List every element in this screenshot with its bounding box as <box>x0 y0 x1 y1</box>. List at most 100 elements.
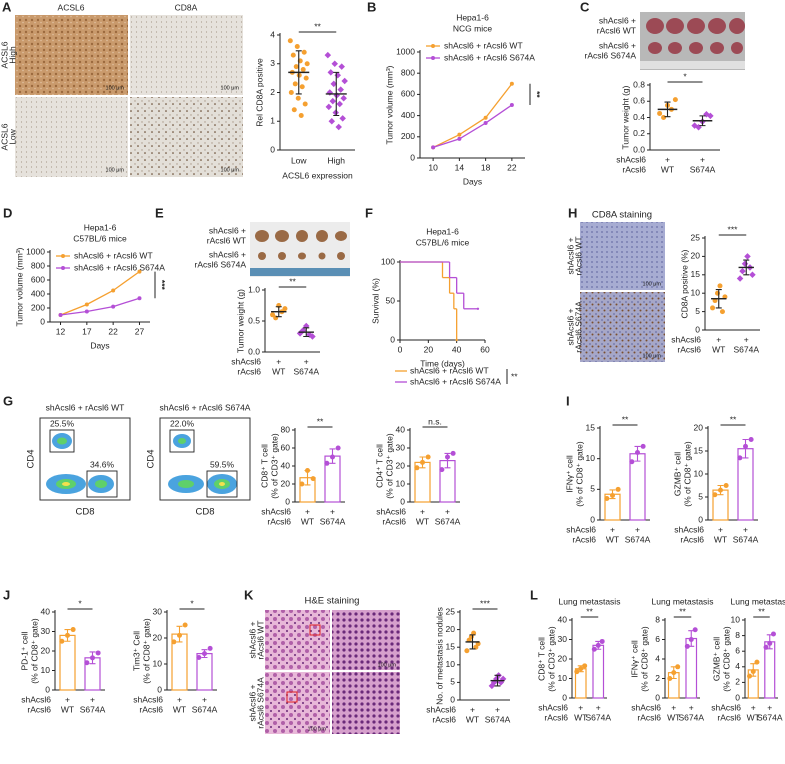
scale-label: 100 μm <box>221 167 240 173</box>
point <box>341 77 348 85</box>
x-tick-label: 40 <box>452 344 462 354</box>
x-tick-label: WT <box>712 344 725 354</box>
significance-label: * <box>683 71 687 81</box>
y-tick-label: 600 <box>31 274 45 284</box>
gate <box>169 429 195 453</box>
y-tick-label: 600 <box>401 89 415 99</box>
point <box>327 69 335 76</box>
point <box>719 309 725 315</box>
group-sign: + <box>470 704 475 714</box>
row-label: shAcsl6 + <box>247 684 257 721</box>
point <box>712 492 718 498</box>
group-sign: + <box>596 702 601 712</box>
stain-tile <box>580 222 665 290</box>
row-label: rAcsl6 WT <box>255 620 265 659</box>
point <box>182 622 188 628</box>
group-sign: + <box>743 524 748 534</box>
y-tick-label: 100 <box>381 256 395 266</box>
y-axis-label: No. of metastasis nodules <box>434 607 444 705</box>
row-label: shAcsl6 + <box>209 225 246 235</box>
error-bar <box>469 634 476 650</box>
group-label: rAcsl6 <box>237 366 261 376</box>
point <box>582 663 588 669</box>
y-tick-label: 10 <box>558 673 568 683</box>
point <box>294 44 300 49</box>
tumor <box>316 230 328 242</box>
point <box>692 627 698 633</box>
x-tick-label: S674A <box>192 704 218 714</box>
y-tick-label: 0 <box>270 144 275 154</box>
col-label: shAcsl6 + rAcsl6 S674A <box>160 402 251 412</box>
point <box>295 95 301 101</box>
panel-letter: I <box>566 393 570 408</box>
tumor <box>296 230 308 242</box>
y-tick-label: 10 <box>691 287 701 297</box>
y-axis-label: CD8⁺ T cell <box>259 444 269 488</box>
x-tick-label: S674A <box>320 516 346 526</box>
point <box>70 627 76 633</box>
chart-title: Lung metastasis <box>652 596 714 606</box>
x-tick-label: WT <box>301 516 314 526</box>
significance-label: ** <box>317 416 324 426</box>
y-tick-label: 10 <box>586 453 596 463</box>
point <box>171 639 177 645</box>
legend-label: shAcsl6 + rAcsl6 WT <box>410 365 489 375</box>
y-axis-label: PD-1⁺ cell <box>19 631 29 670</box>
tumor <box>710 42 724 54</box>
significance-label: n.s. <box>428 416 442 426</box>
point <box>287 38 293 44</box>
y-tick-label: 0.6 <box>633 96 645 106</box>
x-axis-label: Days <box>463 176 482 186</box>
y-tick-label: 1000 <box>396 46 415 56</box>
point <box>741 260 749 268</box>
chart-title: Lung metastasis <box>731 596 785 606</box>
flow-density <box>46 433 237 494</box>
point <box>574 669 580 675</box>
y-tick-label: 2 <box>655 673 660 683</box>
y-tick-label: 0 <box>655 692 660 702</box>
y-tick-label: 25 <box>691 232 701 242</box>
group-label: shAcsl6 <box>566 524 596 534</box>
error-bar <box>577 665 584 673</box>
group-label: shAcsl6 <box>616 154 646 164</box>
y-tick-label: 1.0 <box>248 284 260 294</box>
zoom-box <box>309 624 321 636</box>
point <box>723 483 729 488</box>
series-line <box>432 83 513 148</box>
group-sign: + <box>610 524 615 534</box>
x-tick-label: WT <box>61 704 74 714</box>
group-label: rAcsl6 <box>382 516 406 526</box>
tumor <box>668 42 682 54</box>
y-tick-label: 10 <box>153 658 163 668</box>
error-bar <box>494 674 501 687</box>
y-axis-label: (% of CD3⁺ gate) <box>384 433 394 499</box>
y-axis-label: CD8⁺ T cell <box>536 637 546 681</box>
y-tick-label: 8 <box>655 614 660 624</box>
tumor <box>648 42 662 54</box>
error-bar <box>699 115 706 127</box>
legend-marker <box>431 44 435 48</box>
group-label: shAcsl6 <box>231 356 261 366</box>
point <box>425 454 431 460</box>
point <box>291 107 297 113</box>
point <box>629 459 635 465</box>
panel-letter: F <box>365 205 373 220</box>
y-axis-label: IFNγ⁺ cell <box>564 455 574 493</box>
survival-end <box>476 307 480 310</box>
scale-label: 100 μm <box>308 726 327 732</box>
y-tick-label: 10 <box>694 468 704 478</box>
staining-images: CD8A staining shAcsl6 + rAcsl6 WT shAcsl… <box>565 210 665 362</box>
point <box>300 67 306 72</box>
col-label: ACSL6 <box>58 2 85 12</box>
x-tick-label: S674A <box>733 344 759 354</box>
tumor <box>646 18 664 34</box>
point <box>672 97 678 103</box>
point <box>737 455 743 461</box>
y-tick-label: 10 <box>396 478 406 488</box>
significance-label: ** <box>511 371 518 381</box>
group-sign: + <box>445 506 450 516</box>
error-bar <box>750 663 757 677</box>
y-tick-label: 0 <box>157 684 162 694</box>
point <box>292 81 298 87</box>
error-bar <box>766 634 773 650</box>
